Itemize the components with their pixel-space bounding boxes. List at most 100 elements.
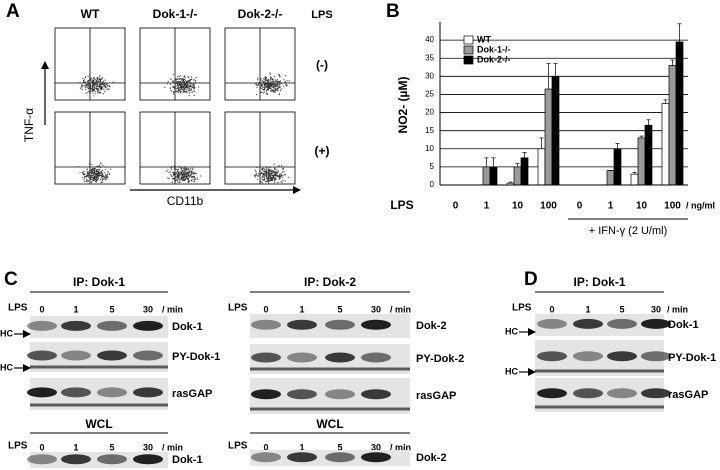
flow-dot xyxy=(169,83,172,86)
flow-dot xyxy=(194,90,196,92)
flow-dot xyxy=(89,166,91,168)
flow-dot xyxy=(263,91,265,93)
flow-dot xyxy=(179,87,181,89)
flow-dot xyxy=(281,174,283,176)
flow-dot xyxy=(284,82,286,84)
flow-dot xyxy=(168,172,170,174)
flow-dot xyxy=(277,83,279,85)
flow-dot xyxy=(98,177,100,179)
flow-dot xyxy=(266,180,268,182)
y-tick-label: 20 xyxy=(425,108,434,117)
flow-dot xyxy=(278,83,280,85)
flow-dot xyxy=(90,169,92,171)
flow-dot xyxy=(259,83,261,85)
flow-dot xyxy=(99,91,101,93)
flow-dot xyxy=(103,176,105,178)
flow-dot xyxy=(88,180,90,182)
flow-dot xyxy=(84,177,86,179)
flow-dot xyxy=(181,88,184,91)
flow-dot xyxy=(101,178,103,180)
blot-title: WCL xyxy=(85,417,112,431)
flow-dot xyxy=(267,176,269,178)
lps-label: LPS xyxy=(8,303,28,314)
blot-band xyxy=(325,319,355,330)
flow-dot xyxy=(185,85,188,87)
flow-dot xyxy=(191,86,194,89)
flow-dot xyxy=(191,170,193,172)
flow-dot xyxy=(100,83,102,85)
flow-dot xyxy=(262,176,264,178)
flow-dot xyxy=(177,170,179,172)
flow-dot xyxy=(278,165,280,167)
flow-dot xyxy=(174,179,176,181)
flow-dot xyxy=(178,76,180,78)
flow-dot xyxy=(272,87,275,89)
flow-dot xyxy=(264,83,266,85)
flow-dot xyxy=(96,85,98,87)
flow-dot xyxy=(174,80,176,82)
flow-dot xyxy=(92,81,94,83)
flow-dot xyxy=(185,169,187,171)
flow-dot xyxy=(172,93,175,95)
flow-dot xyxy=(84,176,86,178)
flow-dot xyxy=(190,81,192,83)
flow-dot xyxy=(184,173,187,175)
flow-dot xyxy=(277,171,279,173)
blot-band xyxy=(607,351,637,362)
flow-dot xyxy=(105,83,107,85)
flow-dot xyxy=(274,90,276,92)
flow-dot xyxy=(184,168,186,170)
flow-dot xyxy=(79,82,81,84)
flow-dot xyxy=(267,81,269,83)
legend-swatch xyxy=(463,45,474,55)
lane-label: 1 xyxy=(73,304,78,314)
flow-dot xyxy=(181,83,183,85)
flow-dot xyxy=(256,173,258,175)
flow-dot xyxy=(279,82,281,84)
flow-dot xyxy=(84,88,86,90)
flow-dot xyxy=(280,173,282,175)
flow-dot xyxy=(190,171,192,173)
flow-dot xyxy=(96,165,98,167)
flow-dot xyxy=(105,177,107,179)
bar xyxy=(613,148,622,186)
flow-dot xyxy=(96,90,98,92)
flow-dot xyxy=(193,84,195,86)
flow-dot xyxy=(274,84,276,86)
blot-band xyxy=(251,352,281,363)
flow-dot xyxy=(105,86,107,88)
flow-dot xyxy=(94,176,96,178)
flow-dot xyxy=(256,84,258,86)
flow-dot xyxy=(265,91,267,93)
flow-dot xyxy=(174,167,176,169)
flow-dot xyxy=(186,91,188,93)
flow-dot xyxy=(182,79,184,82)
flow-dot xyxy=(177,171,179,173)
flow-dot xyxy=(275,171,277,173)
flow-dot xyxy=(258,173,260,175)
flow-dot xyxy=(183,178,185,180)
flow-dot xyxy=(279,173,281,175)
bar xyxy=(630,173,639,186)
flow-dot xyxy=(170,169,172,171)
flow-dot xyxy=(105,87,107,89)
legend-label: Dok-2-/- xyxy=(477,54,511,64)
flow-dot xyxy=(180,78,182,80)
flow-dot xyxy=(97,92,99,94)
flow-dot xyxy=(263,84,265,86)
flow-dot xyxy=(185,86,187,88)
flow-dot xyxy=(271,89,273,91)
flow-dot xyxy=(261,172,263,174)
flow-dot xyxy=(278,174,281,176)
flow-dot xyxy=(96,77,98,80)
flow-dot xyxy=(85,81,87,83)
flow-dot xyxy=(281,181,283,183)
blot-band xyxy=(325,389,355,400)
flow-dot xyxy=(171,175,173,177)
flow-dot xyxy=(284,81,286,83)
flow-dot xyxy=(268,182,270,184)
flow-dot xyxy=(186,89,188,91)
flow-dot xyxy=(169,87,171,89)
flow-dot xyxy=(260,171,262,173)
flow-dot xyxy=(179,178,181,180)
